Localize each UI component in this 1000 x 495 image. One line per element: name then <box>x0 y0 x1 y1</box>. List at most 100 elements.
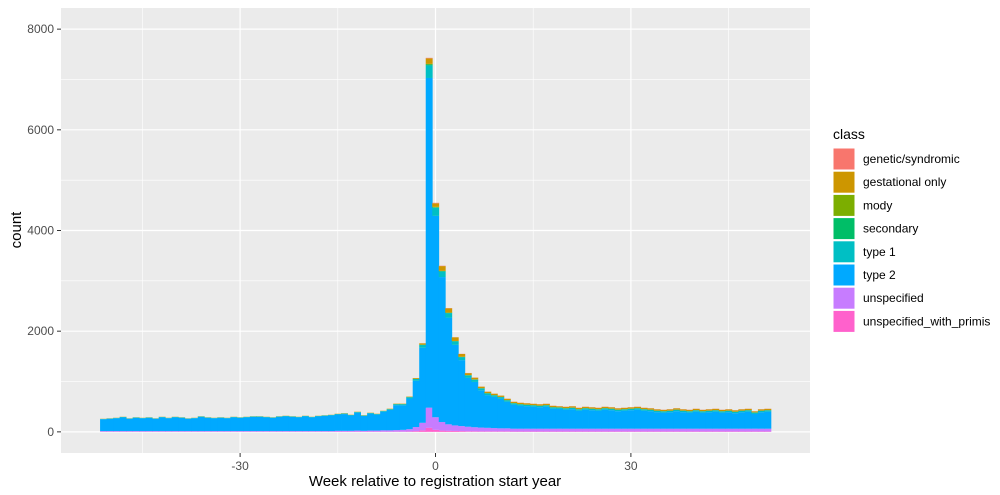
bar-segment <box>608 408 616 411</box>
legend-label: genetic/syndromic <box>863 152 960 166</box>
legend: class genetic/syndromic gestational only m… <box>832 126 990 333</box>
bar-segment <box>464 431 472 432</box>
bar-segment <box>536 407 544 429</box>
legend-key <box>832 309 856 333</box>
bar-segment <box>230 431 238 432</box>
bar-segment <box>445 308 453 313</box>
bar-segment <box>555 407 563 409</box>
bar-segment <box>764 408 772 411</box>
bar-segment <box>601 428 609 432</box>
bar-segment <box>210 418 218 432</box>
bar-segment <box>171 431 179 432</box>
bar-segment <box>653 409 661 411</box>
bar-segment <box>601 409 609 429</box>
bar-segment <box>152 418 160 432</box>
bar-segment <box>295 431 303 432</box>
bar-segment <box>295 417 303 432</box>
bar-segment <box>497 397 505 399</box>
bar-segment <box>119 417 127 432</box>
bar-segment <box>516 404 524 406</box>
bar-segment <box>477 390 485 428</box>
bar-segment <box>243 417 251 432</box>
bar-segment <box>471 377 479 380</box>
bar-segment <box>666 428 674 432</box>
bar-segment <box>412 380 420 428</box>
bar-segment <box>367 413 375 414</box>
bar-segment <box>451 344 459 426</box>
bar-segment <box>484 395 492 428</box>
bar-segment <box>321 415 329 432</box>
bar-segment <box>640 407 648 410</box>
bar-segment <box>627 407 635 409</box>
bar-segment <box>497 428 505 432</box>
bar-segment <box>647 408 655 410</box>
bar-segment <box>608 428 616 432</box>
bar-segment <box>595 409 602 411</box>
bar-segment <box>132 417 140 432</box>
bar-segment <box>686 409 694 412</box>
bar-segment <box>582 428 589 432</box>
bar-segment <box>621 410 629 429</box>
bar-segment <box>751 428 759 432</box>
bar-segment <box>249 416 257 432</box>
bar-segment <box>399 404 407 406</box>
bar-segment <box>510 428 518 432</box>
bar-segment <box>503 398 511 401</box>
bar-segment <box>425 65 433 78</box>
bar-segment <box>634 428 642 432</box>
bar-segment <box>601 408 609 410</box>
bar-segment <box>484 391 492 394</box>
bar-segment <box>490 428 498 432</box>
bar-segment <box>640 409 648 411</box>
bar-segment <box>425 64 433 66</box>
bar-segment <box>627 410 635 429</box>
bar-segment <box>627 428 635 432</box>
bar-segment <box>106 418 114 432</box>
bar-segment <box>217 417 225 432</box>
bar-segment <box>510 403 518 405</box>
legend-label: type 1 <box>863 245 896 259</box>
bar-segment <box>399 429 407 432</box>
bar-segment <box>673 408 681 410</box>
bar-segment <box>744 408 752 411</box>
bar-segment <box>536 428 544 432</box>
bar-segment <box>341 413 348 415</box>
bar-segment <box>731 428 739 432</box>
x-tick-label: 0 <box>432 459 439 473</box>
bar-segment <box>647 409 655 412</box>
legend-title: class <box>833 126 865 142</box>
bar-segment <box>432 207 440 216</box>
bar-segment <box>712 411 720 429</box>
bar-segment <box>542 403 550 406</box>
bar-segment <box>458 353 466 357</box>
bar-segment <box>595 410 602 429</box>
bar-segment <box>718 428 726 432</box>
bar-segment <box>223 418 231 432</box>
bar-segment <box>666 409 674 411</box>
legend-key <box>832 217 856 241</box>
bar-segment <box>458 357 466 361</box>
bar-segment <box>269 417 277 432</box>
bar-segment <box>184 431 192 432</box>
bar-segment <box>536 404 544 406</box>
bar-segment <box>595 428 602 432</box>
bar-segment <box>458 360 466 427</box>
bar-segment <box>464 373 472 376</box>
bar-segment <box>621 428 629 432</box>
bar-segment <box>595 407 602 410</box>
bar-segment <box>549 405 557 408</box>
bar-segment <box>679 410 687 413</box>
bar-segment <box>692 411 700 429</box>
bar-segment <box>588 407 596 409</box>
bar-segment <box>744 410 752 412</box>
bar-segment <box>503 400 511 402</box>
bar-segment <box>705 412 713 429</box>
bar-segment <box>738 428 746 432</box>
bar-segment <box>516 428 524 432</box>
bar-segment <box>712 428 720 432</box>
bar-segment <box>725 412 733 429</box>
bar-segment <box>725 409 733 411</box>
bar-segment <box>419 343 427 345</box>
bar-segment <box>288 416 296 432</box>
bar-segment <box>588 408 596 411</box>
